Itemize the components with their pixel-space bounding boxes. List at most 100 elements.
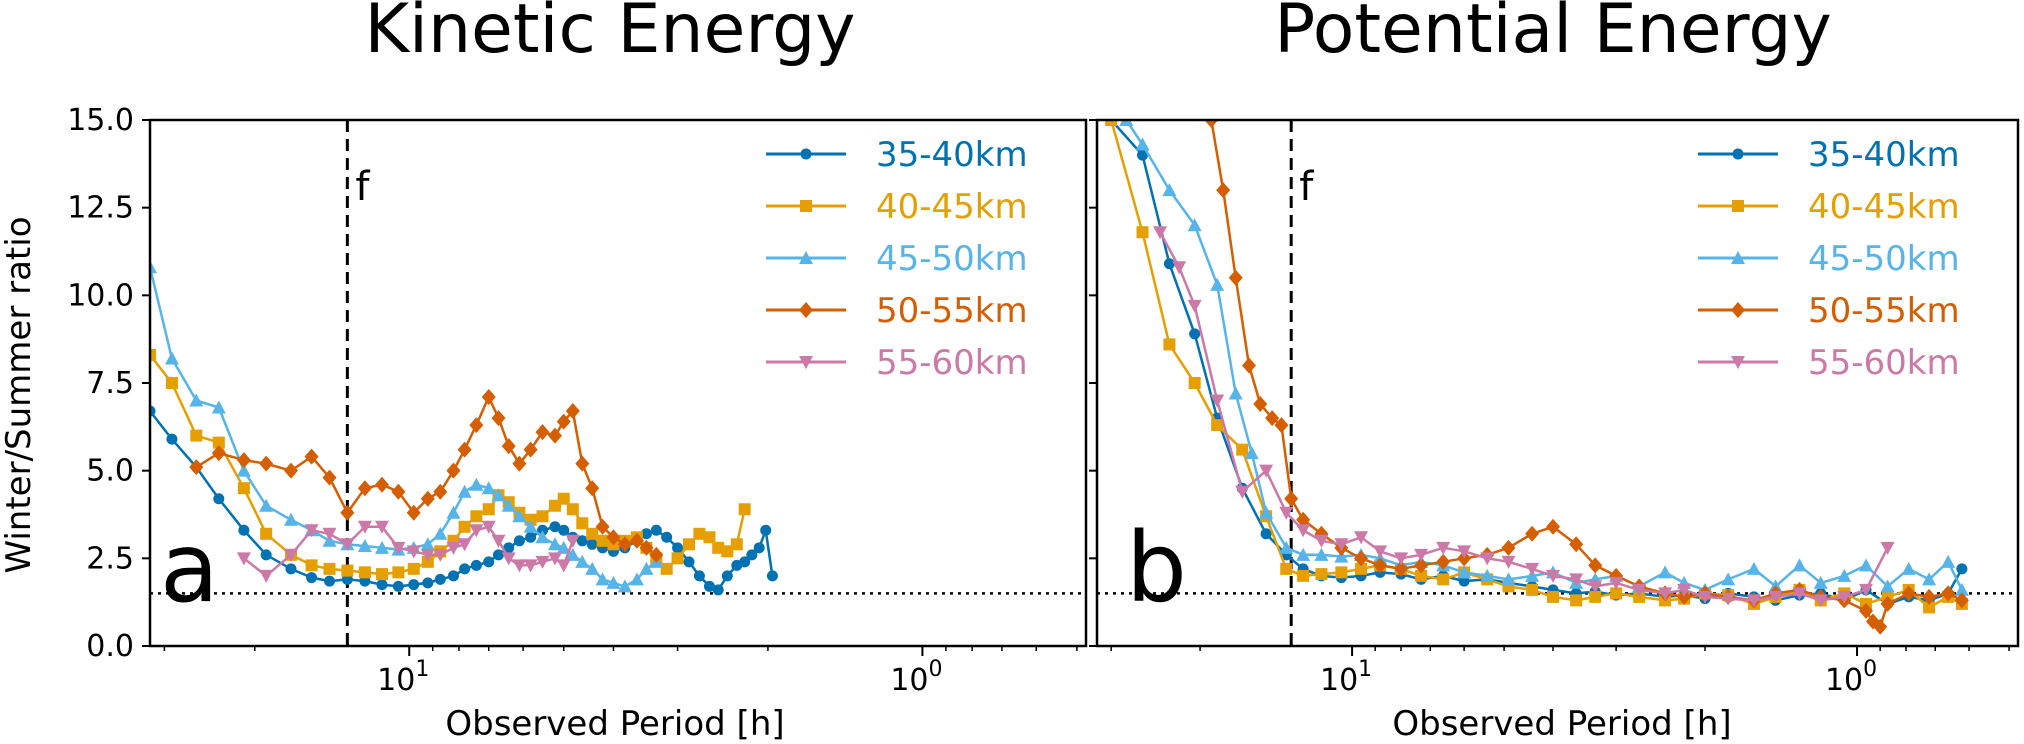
- data-point-45-50km: [433, 526, 448, 540]
- data-point-35-40km: [324, 575, 336, 587]
- series-line-40-45km: [1109, 120, 1963, 609]
- data-point-50-55km: [523, 441, 538, 458]
- data-point-40-45km: [536, 510, 549, 523]
- data-point-55-60km: [1172, 261, 1187, 275]
- data-point-35-40km: [470, 559, 482, 571]
- data-point-35-40km: [341, 573, 353, 585]
- data-point-40-45km: [1415, 569, 1428, 582]
- data-point-50-55km: [585, 480, 600, 497]
- data-point-50-55km: [1457, 550, 1472, 567]
- y-tick-label: 5.0: [86, 454, 134, 489]
- data-point-55-60km: [446, 541, 461, 555]
- data-point-55-60km: [1187, 299, 1202, 313]
- data-point-50-55km: [1228, 269, 1243, 286]
- data-point-55-60km: [481, 520, 496, 534]
- data-point-50-55km: [446, 462, 461, 479]
- data-point-55-60km: [1373, 545, 1388, 559]
- data-point-55-60km: [547, 552, 562, 566]
- data-point-40-45km: [1633, 590, 1646, 603]
- data-point-50-55km: [304, 448, 319, 465]
- data-point-45-50km: [1658, 565, 1673, 579]
- data-point-40-45km: [190, 429, 203, 442]
- x-axis-label-kinetic: Observed Period [h]: [445, 704, 784, 744]
- data-point-55-60km: [236, 552, 251, 566]
- data-point-40-45km: [375, 568, 388, 581]
- data-point-45-50km: [259, 498, 274, 512]
- data-point-35-40km: [525, 531, 537, 543]
- data-point-55-60km: [1235, 485, 1250, 499]
- data-point-55-60km: [1677, 583, 1692, 597]
- data-point-45-50km: [236, 463, 251, 477]
- data-point-45-50km: [1901, 561, 1916, 575]
- data-point-35-40km: [703, 580, 715, 592]
- data-point-55-60km: [469, 524, 484, 538]
- data-point-35-40km: [392, 580, 404, 592]
- data-point-50-55km: [595, 518, 610, 535]
- data-point-55-60km: [501, 552, 516, 566]
- data-point-55-60km: [259, 569, 274, 583]
- data-point-40-45km: [1547, 590, 1560, 603]
- data-point-45-50km: [1457, 565, 1472, 579]
- data-point-50-55km: [357, 480, 372, 497]
- data-point-45-50km: [629, 572, 644, 586]
- data-point-45-50km: [1480, 568, 1495, 582]
- data-point-45-50km: [1746, 561, 1761, 575]
- chart-title-kinetic: Kinetic Energy: [364, 0, 855, 69]
- data-point-40-45km: [693, 527, 706, 540]
- data-point-40-45km: [660, 562, 673, 575]
- data-point-35-40km: [640, 528, 652, 540]
- data-point-55-60km: [535, 555, 550, 569]
- data-point-35-40km: [661, 531, 673, 543]
- data-point-50-55km: [433, 483, 448, 500]
- data-point-50-55km: [1414, 557, 1429, 574]
- data-point-40-45km: [458, 520, 471, 533]
- data-point-55-60km: [1698, 590, 1713, 604]
- data-point-45-50km: [1279, 540, 1294, 554]
- data-point-50-55km: [211, 445, 226, 462]
- data-point-35-40km: [558, 524, 570, 536]
- data-point-40-45km: [1163, 338, 1176, 351]
- data-point-35-40km: [753, 542, 765, 554]
- y-tick-label: 10.0: [67, 278, 134, 313]
- data-point-35-40km: [672, 542, 684, 554]
- data-point-55-60km: [357, 520, 372, 534]
- data-point-40-45km: [1136, 226, 1149, 239]
- data-point-55-60km: [1768, 590, 1783, 604]
- x-axis-label-potential: Observed Period [h]: [1392, 704, 1731, 744]
- legend-label-40-45km: 40-45km: [876, 187, 1028, 227]
- data-point-45-50km: [469, 477, 484, 491]
- data-point-50-55km: [283, 462, 298, 479]
- data-point-40-45km: [586, 527, 599, 540]
- data-point-35-40km: [739, 556, 751, 568]
- data-point-35-40km: [683, 556, 695, 568]
- x-tick-label: 101: [377, 657, 429, 698]
- data-point-40-45km: [470, 510, 483, 523]
- legend-marker-50-55km: [799, 302, 813, 318]
- data-point-40-45km: [358, 566, 371, 579]
- data-point-40-45km: [323, 562, 336, 575]
- panel-label-a: a: [160, 512, 219, 624]
- data-point-50-55km: [1954, 592, 1969, 609]
- data-point-55-60km: [1546, 569, 1561, 583]
- data-point-45-50km: [1296, 547, 1311, 561]
- data-point-55-60km: [340, 538, 355, 552]
- x-tick-label: 100: [1825, 657, 1877, 698]
- x-tick-label: 100: [890, 657, 942, 698]
- data-point-45-50km: [585, 561, 600, 575]
- data-point-40-45km: [1570, 594, 1583, 607]
- data-point-55-60km: [1721, 592, 1736, 606]
- data-point-55-60km: [1354, 531, 1369, 545]
- data-point-50-55km: [1204, 120, 1219, 128]
- data-point-50-55km: [617, 536, 632, 553]
- data-point-40-45km: [482, 503, 495, 516]
- data-point-45-50km: [1721, 572, 1736, 586]
- data-point-50-55km: [575, 455, 590, 472]
- data-point-55-60km: [1153, 226, 1168, 240]
- data-point-35-40km: [238, 524, 250, 536]
- data-point-50-55km: [512, 455, 527, 472]
- data-point-45-50km: [1501, 572, 1516, 586]
- data-point-35-40km: [746, 549, 758, 561]
- data-point-40-45km: [1188, 377, 1201, 389]
- data-point-55-60km: [1837, 590, 1852, 604]
